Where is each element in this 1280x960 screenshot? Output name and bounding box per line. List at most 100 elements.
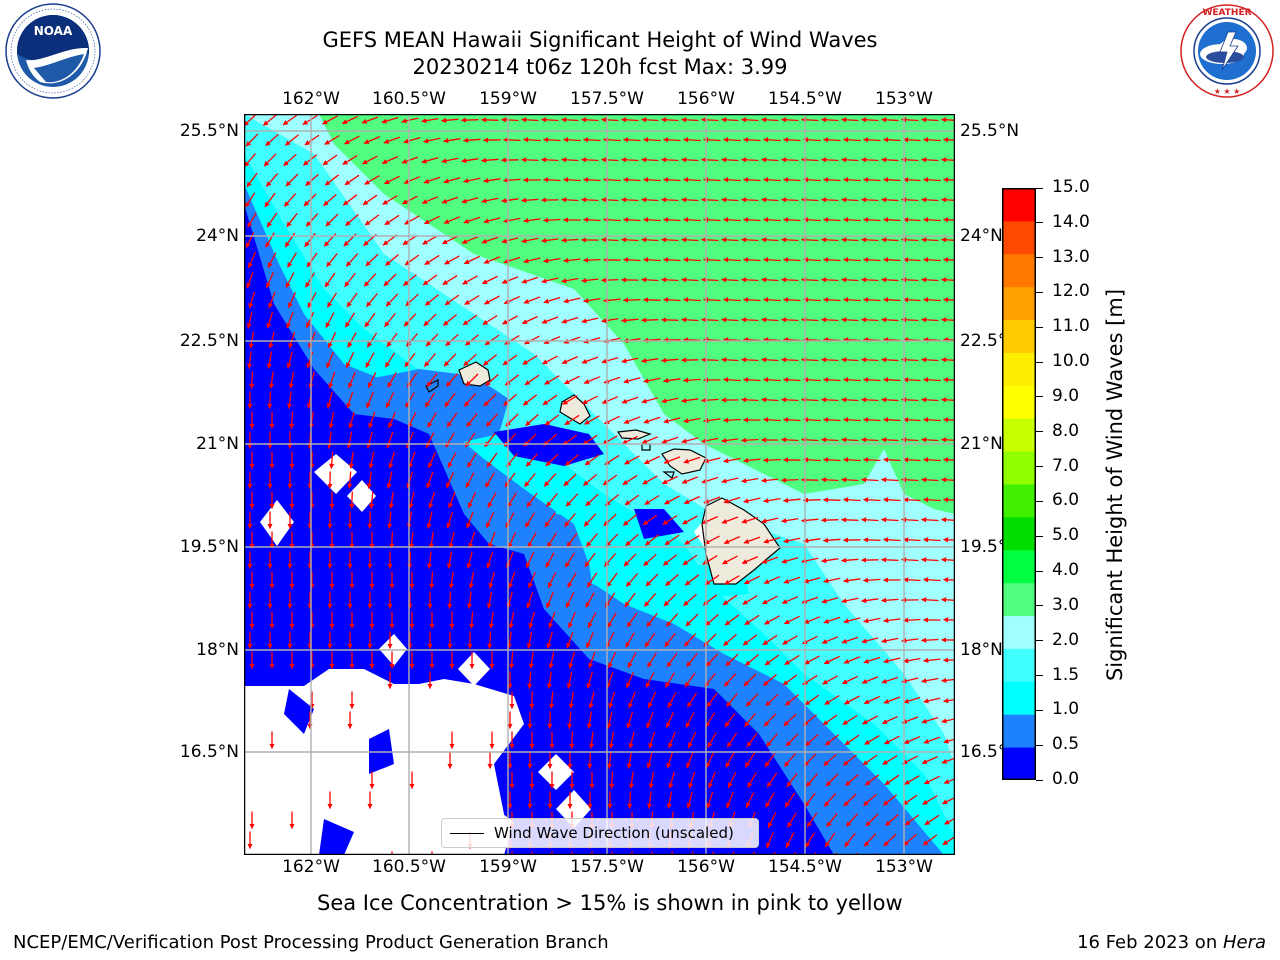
wave-direction-arrow	[780, 437, 799, 443]
wave-direction-arrow	[405, 392, 415, 408]
wave-direction-arrow	[444, 294, 460, 306]
wave-direction-arrow	[664, 534, 680, 546]
wave-direction-arrow	[647, 652, 657, 668]
wave-direction-arrow	[840, 157, 859, 163]
wave-direction-arrow	[943, 738, 955, 744]
wave-direction-arrow	[682, 177, 701, 183]
wave-direction-arrow	[802, 137, 821, 143]
wave-direction-arrow	[347, 332, 357, 348]
colorbar-tick-mark	[1036, 257, 1043, 259]
wave-direction-arrow	[822, 257, 841, 263]
wave-direction-arrow	[664, 632, 676, 648]
wave-direction-arrow	[784, 753, 796, 767]
wave-direction-arrow	[568, 651, 576, 669]
wave-direction-arrow	[704, 574, 720, 586]
wave-direction-arrow	[388, 491, 395, 509]
wave-direction-arrow	[842, 297, 861, 303]
wave-direction-arrow	[685, 613, 699, 627]
wave-direction-arrow	[763, 576, 781, 584]
wave-direction-arrow	[560, 237, 579, 243]
wave-direction-arrow	[362, 194, 378, 206]
wave-direction-arrow	[802, 377, 821, 383]
wave-direction-arrow	[805, 733, 819, 747]
wave-direction-arrow	[943, 698, 955, 704]
wave-direction-arrow	[645, 672, 655, 688]
wave-direction-arrow	[940, 517, 955, 523]
wave-direction-arrow	[666, 652, 678, 668]
wave-direction-arrow	[700, 237, 719, 243]
footer-date: 16 Feb 2023 on Hera	[1077, 932, 1266, 953]
wave-direction-arrow	[643, 593, 657, 607]
island-kahoolawe	[662, 471, 675, 479]
wave-direction-arrow	[665, 672, 675, 688]
wave-direction-arrow	[263, 153, 277, 167]
wave-direction-arrow	[581, 395, 598, 405]
wave-direction-arrow	[845, 813, 859, 827]
wave-direction-arrow	[387, 372, 397, 388]
colorbar-tick-label: 2.0	[1052, 629, 1080, 650]
wave-direction-arrow	[762, 417, 781, 423]
wave-direction-arrow	[665, 573, 679, 587]
wave-direction-arrow	[802, 297, 821, 303]
wave-direction-arrow	[942, 537, 955, 543]
wave-direction-arrow	[523, 296, 541, 304]
wave-direction-arrow	[821, 558, 839, 564]
svg-text:WEATHER: WEATHER	[1202, 8, 1251, 18]
wave-direction-arrow	[285, 173, 299, 187]
wave-direction-arrow	[502, 354, 518, 366]
wave-direction-arrow	[462, 275, 478, 285]
wave-direction-arrow	[784, 694, 800, 706]
wave-direction-arrow	[740, 317, 759, 323]
wave-direction-arrow	[860, 437, 879, 443]
wave-direction-arrow	[465, 472, 475, 488]
wave-direction-arrow	[902, 377, 921, 383]
wave-direction-arrow	[503, 295, 520, 305]
wave-direction-arrow	[782, 417, 801, 423]
wave-direction-arrow	[764, 615, 780, 625]
wave-direction-arrow	[528, 571, 536, 589]
wave-direction-arrow	[668, 731, 676, 749]
wave-direction-arrow	[566, 532, 578, 548]
wave-direction-arrow	[760, 237, 779, 243]
wave-direction-arrow	[246, 271, 254, 289]
wave-direction-arrow	[288, 331, 296, 349]
wave-direction-arrow	[700, 317, 719, 323]
wave-direction-arrow	[467, 452, 477, 468]
wave-direction-arrow	[820, 477, 839, 483]
wave-direction-arrow	[763, 674, 777, 686]
wave-direction-arrow	[760, 397, 779, 403]
wave-direction-arrow	[742, 137, 761, 143]
wave-direction-arrow	[486, 452, 498, 468]
wave-direction-arrow	[607, 612, 617, 628]
wave-direction-arrow	[584, 552, 596, 568]
wave-direction-arrow	[782, 257, 801, 263]
wave-direction-arrow	[628, 771, 635, 789]
wave-direction-arrow	[920, 437, 939, 443]
wave-direction-arrow	[625, 573, 639, 587]
wave-direction-arrow	[880, 437, 899, 443]
wave-direction-arrow	[826, 812, 838, 828]
wave-direction-arrow	[249, 371, 255, 390]
wave-direction-arrow	[724, 712, 736, 728]
lon-label-top: 154.5°W	[768, 89, 842, 109]
colorbar-tick-label: 5.0	[1052, 525, 1080, 546]
wave-direction-arrow	[466, 551, 473, 569]
wave-direction-arrow	[820, 197, 839, 203]
wave-direction-arrow	[622, 474, 638, 486]
wave-direction-arrow	[940, 157, 955, 163]
wave-direction-arrow	[742, 217, 761, 223]
wave-direction-arrow	[344, 312, 356, 328]
wave-direction-arrow	[560, 197, 579, 203]
wave-direction-arrow	[784, 792, 796, 808]
wave-direction-arrow	[824, 832, 836, 848]
wave-direction-arrow	[783, 615, 800, 625]
wave-direction-arrow	[506, 492, 518, 508]
wave-direction-arrow	[482, 354, 498, 366]
wave-direction-arrow	[840, 317, 859, 323]
wave-direction-arrow	[762, 257, 781, 263]
colorbar-tick-mark	[1036, 744, 1043, 746]
wave-direction-arrow	[624, 455, 640, 465]
lon-label-top: 162°W	[282, 89, 340, 109]
wave-direction-arrow	[820, 157, 839, 163]
wave-direction-arrow	[348, 371, 356, 389]
